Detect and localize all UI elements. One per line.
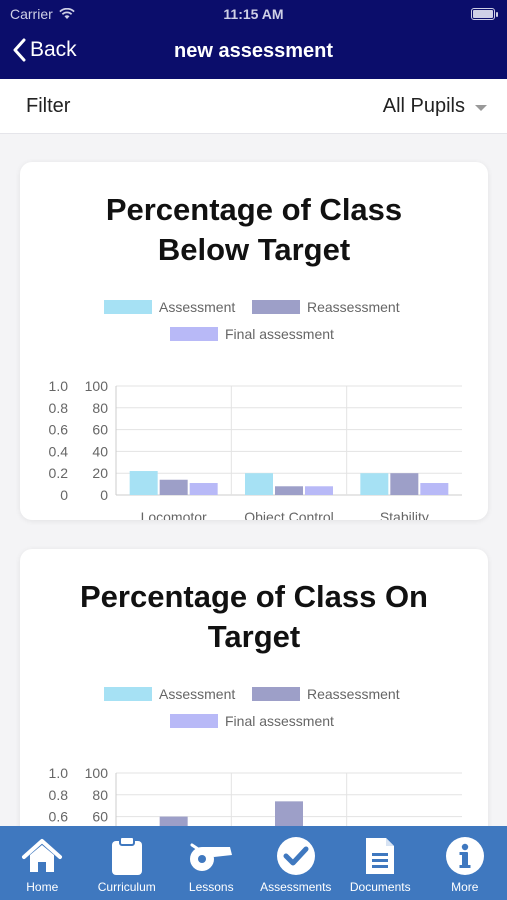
whistle-icon xyxy=(190,843,233,871)
info-icon xyxy=(445,837,484,875)
y-tick-label: 80 xyxy=(92,400,108,416)
document-icon xyxy=(366,838,395,874)
bar xyxy=(129,471,158,495)
legend-swatch xyxy=(252,687,300,701)
legend-label: Reassessment xyxy=(307,686,400,702)
tab-label: Lessons xyxy=(188,880,234,894)
tab-label: More xyxy=(451,880,479,894)
bar xyxy=(159,479,188,495)
chevron-left-icon xyxy=(13,38,26,62)
filter-label: Filter xyxy=(26,95,71,117)
legend-label: Final assessment xyxy=(225,326,334,342)
home-icon xyxy=(22,839,63,872)
chart-card-below-target: Percentage of Class Below Target Assessm… xyxy=(20,162,488,520)
back-label: Back xyxy=(30,38,77,61)
carrier-indicator: Carrier xyxy=(10,6,75,22)
y-tick-label: 0.6 xyxy=(49,422,69,438)
bar xyxy=(275,801,303,826)
bar xyxy=(189,483,218,495)
y-tick-label: 0.8 xyxy=(49,787,69,803)
status-time: 11:15 AM xyxy=(223,6,284,22)
legend-label: Reassessment xyxy=(307,299,400,315)
legend-swatch xyxy=(252,300,300,314)
filter-bar: Filter All Pupils xyxy=(0,79,507,134)
tab-documents[interactable]: Documents xyxy=(338,826,423,900)
carrier-label: Carrier xyxy=(10,6,53,22)
clipboard-icon xyxy=(111,836,142,875)
legend-swatch xyxy=(170,327,218,341)
y-tick-label: 0.6 xyxy=(49,809,69,825)
tab-label: Assessments xyxy=(260,880,332,894)
bar xyxy=(159,816,188,826)
y-tick-label: 0 xyxy=(100,487,108,503)
back-button[interactable]: Back xyxy=(12,38,77,62)
below-target-chart: Assessment Reassessment Final assessment 10… xyxy=(49,299,462,520)
header-bar: Carrier 11:15 AM Back new assessment xyxy=(0,0,507,79)
bar xyxy=(420,483,449,495)
pupil-filter-dropdown[interactable]: All Pupils xyxy=(383,95,487,118)
bottom-tab-bar: Home Curriculum Lessons As xyxy=(0,826,507,900)
y-tick-label: 20 xyxy=(92,465,108,481)
y-tick-label: 0 xyxy=(60,487,68,503)
y-tick-label: 1.0 xyxy=(49,378,69,394)
tab-label: Documents xyxy=(349,880,411,894)
y-tick-label: 80 xyxy=(92,787,108,803)
y-tick-label: 0.8 xyxy=(49,400,69,416)
y-tick-label: 100 xyxy=(85,378,109,394)
tab-label: Curriculum xyxy=(97,880,156,894)
y-tick-label: 100 xyxy=(85,765,109,781)
chart-title: Percentage of Class On Target xyxy=(79,579,428,654)
legend-label: Final assessment xyxy=(225,713,334,729)
navigation-bar: Back new assessment xyxy=(0,32,507,72)
y-tick-label: 60 xyxy=(92,422,108,438)
scroll-content[interactable]: Percentage of Class Below Target Assessm… xyxy=(0,134,507,826)
legend-swatch xyxy=(104,687,152,701)
battery-icon xyxy=(471,8,498,20)
legend-label: Assessment xyxy=(159,686,235,702)
y-tick-label: 40 xyxy=(92,443,108,459)
tab-label: Home xyxy=(26,880,59,894)
tab-home[interactable]: Home xyxy=(0,826,85,900)
tab-assessments[interactable]: Assessments xyxy=(254,826,339,900)
chevron-down-icon xyxy=(475,104,487,111)
y-tick-label: 0.2 xyxy=(49,465,69,481)
y-tick-label: 60 xyxy=(92,809,108,825)
y-tick-label: 0.4 xyxy=(49,443,69,459)
wifi-icon xyxy=(59,8,75,19)
bar xyxy=(390,473,419,495)
x-tick-label: Stability xyxy=(380,509,429,520)
chart-card-on-target: Percentage of Class On Target Assessment… xyxy=(20,549,488,826)
pupil-filter-value: All Pupils xyxy=(382,95,465,117)
status-bar: Carrier 11:15 AM xyxy=(0,4,507,24)
page-title: new assessment xyxy=(174,40,333,62)
legend-swatch xyxy=(170,714,218,728)
checkmark-circle-icon xyxy=(276,837,315,875)
tab-curriculum[interactable]: Curriculum xyxy=(85,826,170,900)
bar xyxy=(275,486,303,495)
bar xyxy=(305,486,333,495)
legend-swatch xyxy=(104,300,152,314)
x-tick-label: Object Control xyxy=(244,509,333,520)
bar xyxy=(245,473,273,495)
bar xyxy=(360,473,389,495)
chart-title: Percentage of Class Below Target xyxy=(105,192,403,267)
legend-label: Assessment xyxy=(159,299,235,315)
tab-lessons[interactable]: Lessons xyxy=(169,826,254,900)
x-tick-label: Locomotor xyxy=(141,509,207,520)
on-target-chart: Assessment Reassessment Final assessment 10… xyxy=(49,686,462,826)
tab-more[interactable]: More xyxy=(423,826,507,900)
y-tick-label: 1.0 xyxy=(49,765,69,781)
